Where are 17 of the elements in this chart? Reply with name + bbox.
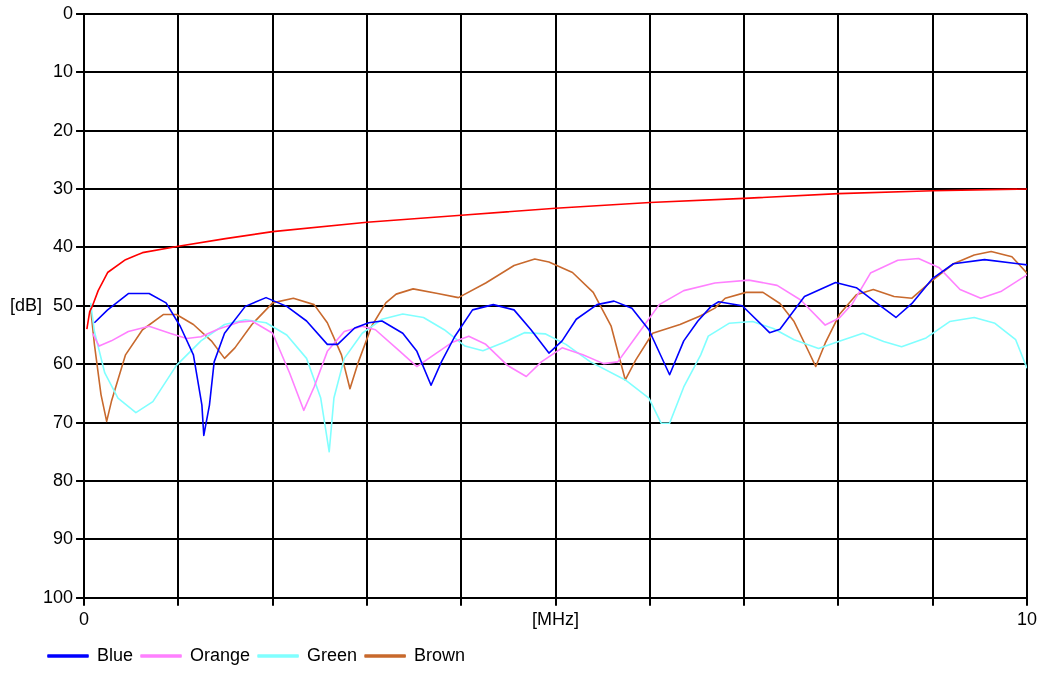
y-tick-label: 70	[53, 411, 74, 432]
y-tick-label: 40	[53, 236, 74, 257]
x-axis-title: [MHz]	[532, 609, 580, 630]
y-tick-label: 100	[42, 586, 74, 607]
legend-label: Orange	[190, 644, 251, 665]
y-tick-label: 60	[53, 353, 74, 374]
y-tick-label: 30	[53, 177, 74, 198]
y-tick-label: 90	[53, 528, 74, 549]
y-axis-title: [dB]	[10, 294, 43, 315]
y-tick-label: 0	[63, 2, 74, 23]
legend-label: Green	[307, 644, 358, 665]
y-tick-label: 20	[53, 119, 74, 140]
y-tick-label: 50	[53, 294, 74, 315]
legend-label: Blue	[97, 644, 134, 665]
legend-label: Brown	[414, 644, 466, 665]
y-tick-label: 10	[53, 61, 74, 82]
y-tick-label: 80	[53, 469, 74, 490]
